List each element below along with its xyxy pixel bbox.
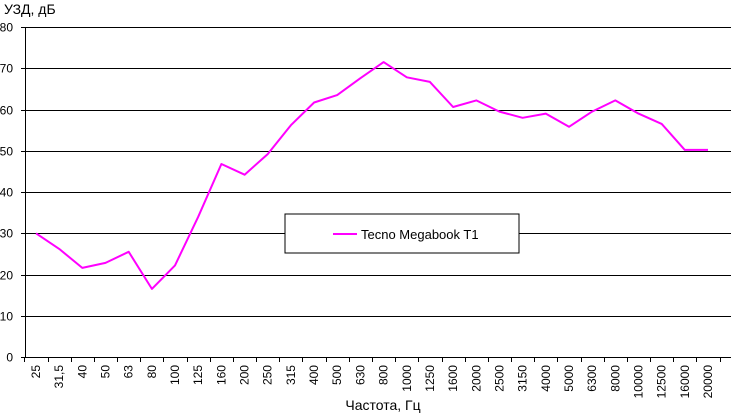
x-tick-label: 1000 bbox=[400, 365, 414, 392]
y-tick-label: 70 bbox=[0, 62, 13, 76]
y-tick-label: 80 bbox=[0, 21, 13, 35]
x-tick-label: 8000 bbox=[608, 365, 622, 392]
x-tick-label: 160 bbox=[214, 365, 228, 385]
legend-label: Tecno Megabook T1 bbox=[361, 227, 479, 242]
y-axis-ticks: 0 10 20 30 40 50 60 70 80 bbox=[0, 21, 25, 365]
x-tick-label: 630 bbox=[353, 365, 367, 385]
x-tick-label: 31,5 bbox=[52, 365, 66, 389]
x-axis-ticks: 25 31,5 40 50 63 80 100 125 160 200 250 315 400 500 63… bbox=[24, 357, 721, 399]
x-tick-label: 315 bbox=[284, 365, 298, 385]
y-tick-label: 60 bbox=[0, 104, 13, 118]
x-tick-label: 10000 bbox=[631, 365, 645, 399]
axes bbox=[25, 27, 731, 358]
x-tick-label: 100 bbox=[168, 365, 182, 385]
legend-box bbox=[284, 213, 520, 254]
y-tick-label: 30 bbox=[0, 227, 13, 241]
x-tick-label: 3150 bbox=[516, 365, 530, 392]
x-tick-label: 1250 bbox=[423, 365, 437, 392]
x-tick-label: 2500 bbox=[492, 365, 506, 392]
x-tick-label: 25 bbox=[29, 365, 43, 379]
y-tick-label: 20 bbox=[0, 269, 13, 283]
x-tick-label: 6300 bbox=[585, 365, 599, 392]
y-tick-label: 40 bbox=[0, 186, 13, 200]
y-tick-label: 0 bbox=[6, 351, 13, 365]
y-tick-label: 50 bbox=[0, 145, 13, 159]
x-tick-label: 63 bbox=[122, 365, 136, 379]
y-axis-title: УЗД, дБ bbox=[4, 1, 56, 17]
x-tick-label: 12500 bbox=[655, 365, 669, 399]
legend: Tecno Megabook T1 bbox=[284, 213, 520, 254]
x-tick-label: 2000 bbox=[469, 365, 483, 392]
grid-lines bbox=[25, 27, 731, 317]
x-tick-label: 500 bbox=[330, 365, 344, 385]
x-tick-label: 80 bbox=[145, 365, 159, 379]
x-tick-label: 200 bbox=[238, 365, 252, 385]
x-axis-title: Частота, Гц bbox=[345, 397, 420, 413]
x-tick-label: 16000 bbox=[678, 365, 692, 399]
x-tick-label: 50 bbox=[99, 365, 113, 379]
x-tick-label: 800 bbox=[377, 365, 391, 385]
x-tick-label: 1600 bbox=[446, 365, 460, 392]
series-lines bbox=[35, 61, 708, 290]
x-tick-label: 250 bbox=[261, 365, 275, 385]
series-line bbox=[35, 61, 708, 290]
x-tick-label: 20000 bbox=[701, 365, 715, 399]
x-tick-label: 4000 bbox=[539, 365, 553, 392]
x-tick-label: 5000 bbox=[562, 365, 576, 392]
y-tick-label: 10 bbox=[0, 310, 13, 324]
x-tick-label: 125 bbox=[191, 365, 205, 385]
x-tick-label: 40 bbox=[75, 365, 89, 379]
x-tick-label: 400 bbox=[307, 365, 321, 385]
